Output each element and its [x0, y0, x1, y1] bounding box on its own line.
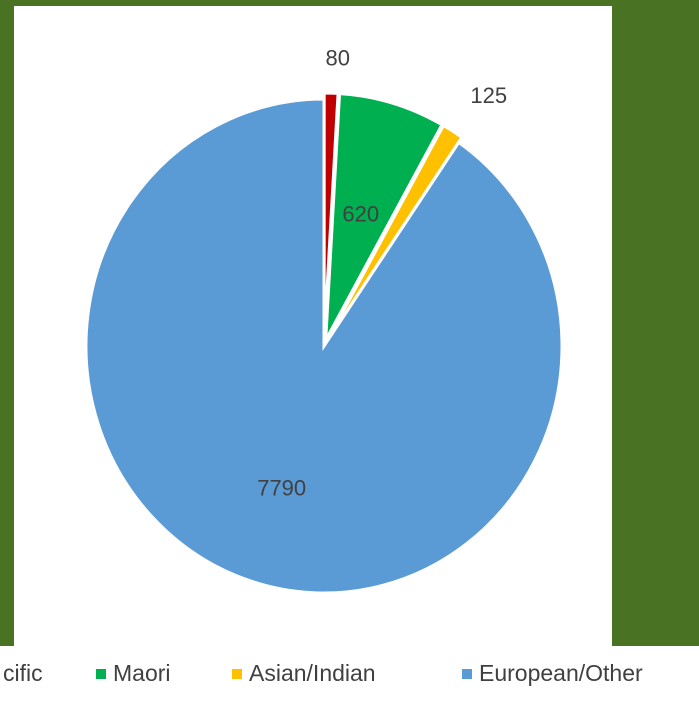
legend-label-maori: Maori — [113, 660, 171, 686]
data-label-pacific: 80 — [326, 45, 350, 70]
pie-chart: 80 620 125 7790 — [84, 45, 564, 595]
legend-item-pacific: cific — [0, 660, 43, 687]
legend-item-asian-indian: Asian/Indian — [232, 660, 376, 687]
legend-label-european-other: European/Other — [479, 660, 643, 686]
pie-slice-european-other — [84, 97, 564, 595]
legend-label-asian-indian: Asian/Indian — [249, 660, 376, 686]
data-label-asian-indian: 125 — [470, 83, 507, 108]
legend-item-european-other: European/Other — [462, 660, 643, 687]
legend-swatch-maori — [96, 668, 106, 679]
legend-label-pacific: cific — [3, 660, 43, 686]
legend: cific Maori Asian/Indian European/Other — [0, 646, 699, 711]
data-label-european-other: 7790 — [257, 476, 306, 501]
pie-slice-pacific — [322, 91, 340, 341]
legend-swatch-asian-indian — [232, 668, 242, 679]
pie-slice-maori — [324, 92, 444, 341]
legend-item-maori: Maori — [96, 660, 171, 687]
data-label-maori: 620 — [342, 202, 379, 227]
chart-area: 80 620 125 7790 — [14, 6, 612, 646]
legend-swatch-european-other — [462, 668, 472, 679]
pie-slice-asian-indian — [325, 123, 464, 342]
